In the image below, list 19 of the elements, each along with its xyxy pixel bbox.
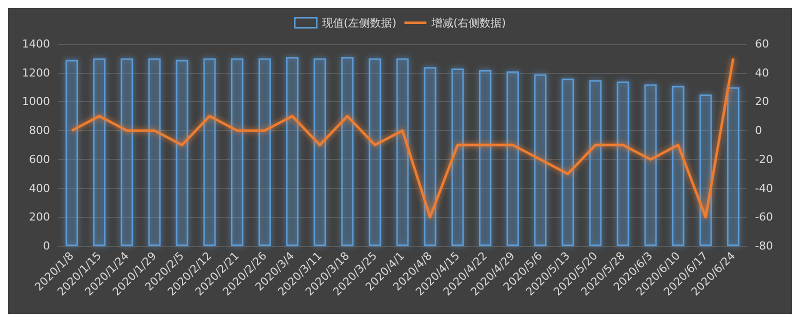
y2-tick-label: -60	[755, 210, 773, 224]
line-series	[70, 57, 734, 218]
y-tick-label: 400	[29, 182, 50, 195]
legend-label: 现值(左侧数据)	[322, 16, 396, 30]
y-tick-label: 1200	[22, 66, 50, 80]
y-tick-label: 1000	[22, 95, 50, 108]
y2-tick-label: 0	[755, 124, 762, 138]
y-tick-label: 800	[29, 124, 50, 138]
y-tick-label: 0	[43, 240, 50, 252]
y2-tick-label: 60	[755, 38, 769, 50]
legend-label: 增减(右侧数据)	[430, 16, 506, 30]
y-tick-label: 1400	[22, 38, 50, 50]
y-tick-label: 200	[29, 210, 50, 224]
y-tick-label: 600	[29, 152, 50, 166]
y2-tick-label: -80	[755, 240, 773, 252]
y2-tick-label: -40	[755, 182, 773, 195]
y2-tick-label: 20	[755, 95, 769, 108]
y2-tick-label: -20	[755, 152, 773, 166]
y2-tick-label: 40	[755, 66, 769, 80]
